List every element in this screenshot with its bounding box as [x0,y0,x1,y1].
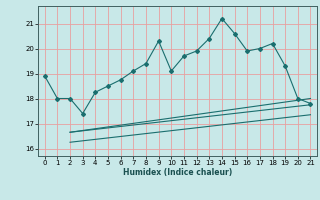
X-axis label: Humidex (Indice chaleur): Humidex (Indice chaleur) [123,168,232,177]
